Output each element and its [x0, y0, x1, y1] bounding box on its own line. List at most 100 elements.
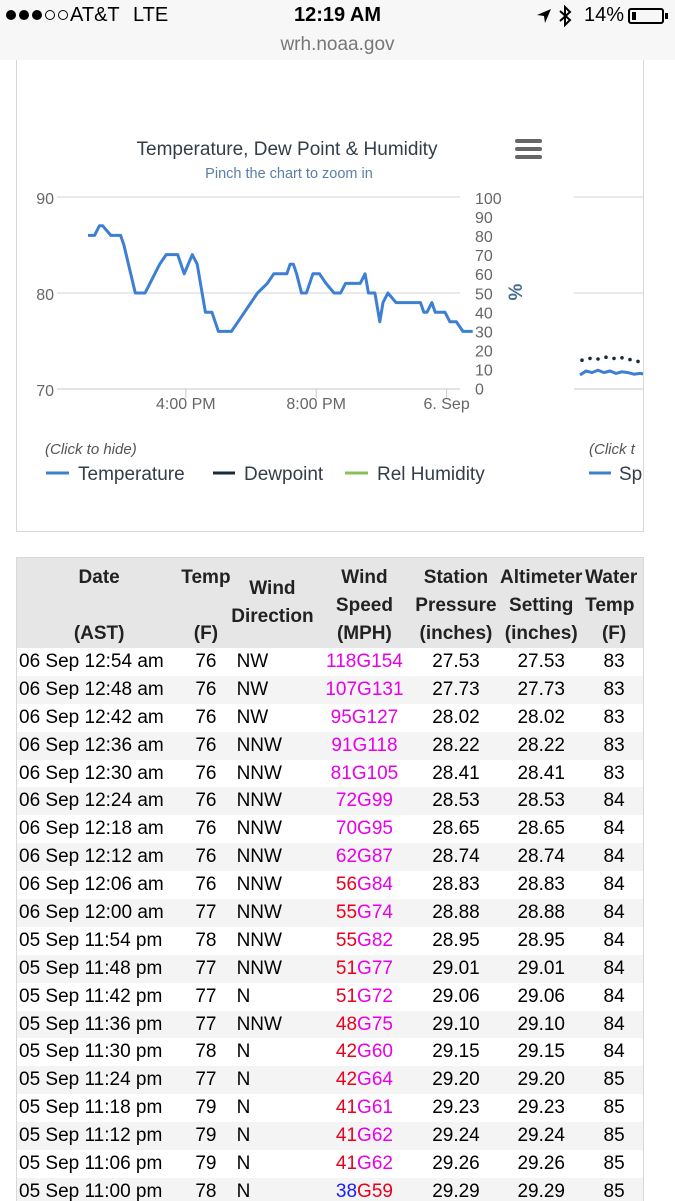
cell-temp: 76 — [195, 762, 217, 784]
chart-menu-icon[interactable] — [515, 139, 542, 159]
cell-date: 06 Sep 12:36 am — [17, 731, 182, 760]
cell-station-pressure: 28.02 — [432, 706, 480, 728]
cell-date: 05 Sep 11:18 pm — [19, 1097, 163, 1119]
right-chart-series-line — [579, 368, 643, 377]
table-row: 05 Sep 11:30 pm 78 N 42G60 29.15 29.15 84 — [17, 1038, 643, 1066]
cell-wind-speed: 42G64 — [314, 1066, 415, 1095]
wind-gust-value: G82 — [357, 929, 393, 951]
cell-wind-speed: 42G60 — [314, 1038, 414, 1066]
battery-percent: 14% — [584, 4, 625, 26]
y-left-tick-label: 80 — [36, 287, 54, 304]
temperature-chart: Temperature, Dew Point & Humidity Pinch … — [36, 139, 643, 485]
status-bar: AT&T LTE 12:19 AM 14% wrh.noaa.gov — [0, 0, 675, 60]
header-altimeter-setting: Altimeter Setting (inches) — [497, 558, 586, 648]
wind-speed-value: 51 — [335, 957, 358, 979]
table-row: 06 Sep 12:12 am 76 NNW 62G87 28.74 28.74 84 — [17, 843, 643, 872]
cell-wind-speed: 55G82 — [314, 927, 414, 955]
table-row: 06 Sep 12:36 am 76 NNW 91G118 28.22 28.22 83 — [17, 731, 643, 760]
cell-temp: 77 — [181, 899, 231, 927]
cell-altimeter-setting: 28.53 — [497, 787, 586, 816]
header-water-temp: Water Temp (F) — [585, 558, 643, 648]
cell-water-temp: 84 — [585, 899, 643, 927]
cell-water-temp: 84 — [603, 1041, 625, 1063]
cell-station-pressure: 28.22 — [414, 731, 498, 760]
chart-subtitle: Pinch the chart to zoom in — [205, 166, 373, 182]
cell-altimeter-setting: 29.15 — [517, 1041, 565, 1063]
cell-temp: 76 — [181, 675, 231, 704]
wind-gust-value: G99 — [357, 790, 393, 812]
dewpoint-dot — [588, 356, 592, 361]
wind-gust-value: G59 — [357, 1180, 393, 1201]
wind-speed-value: 38 — [335, 1180, 358, 1201]
cell-altimeter-setting: 29.20 — [497, 1066, 586, 1095]
cell-station-pressure: 29.29 — [414, 1177, 498, 1201]
legend-item-rel-humidity[interactable]: Rel Humidity — [345, 464, 485, 485]
table-row: 06 Sep 12:54 am 76 NW 118G154 27.53 27.53 83 — [17, 648, 643, 676]
cell-altimeter-setting: 28.65 — [517, 818, 565, 840]
cell-wind-direction: NNW — [230, 787, 315, 816]
chart-title: Temperature, Dew Point & Humidity — [137, 139, 438, 160]
temperature-series-line[interactable] — [88, 224, 473, 333]
cell-station-pressure: 27.53 — [432, 650, 480, 672]
cell-station-pressure: 28.88 — [414, 899, 498, 927]
wind-speed-value: 62 — [335, 846, 358, 868]
legend-hint-right: (Click t — [589, 441, 636, 458]
legend-item-temperature[interactable]: Temperature — [46, 464, 185, 485]
cell-water-temp: 85 — [603, 1097, 625, 1119]
cell-wind-speed: 118G154 — [314, 648, 414, 676]
cell-wind-speed: 55G74 — [314, 899, 415, 927]
cell-temp: 77 — [181, 954, 231, 983]
table-row: 06 Sep 12:42 am 76 NW 95G127 28.02 28.02 83 — [17, 704, 643, 732]
cell-wind-direction: NNW — [230, 899, 315, 927]
cell-station-pressure: 27.73 — [414, 675, 498, 704]
wind-gust-value: G87 — [357, 846, 393, 868]
y-right-tick-label: 20 — [475, 343, 493, 360]
y-right-tick-label: 0 — [475, 382, 484, 399]
cell-altimeter-setting: 29.23 — [517, 1097, 565, 1119]
legend-item-right-partial[interactable]: Sp — [589, 464, 642, 485]
table-row: 05 Sep 11:24 pm 77 N 42G64 29.20 29.20 85 — [17, 1066, 643, 1095]
dewpoint-dot — [628, 357, 632, 362]
cell-temp: 78 — [195, 1041, 217, 1063]
cell-wind-direction: NNW — [236, 874, 282, 896]
cell-wind-speed: 38G59 — [314, 1177, 415, 1201]
wind-speed-value: 42 — [335, 1069, 358, 1091]
legend-item-dewpoint[interactable]: Dewpoint — [213, 464, 324, 485]
cell-wind-speed: 51G72 — [314, 983, 414, 1011]
wind-speed-value: 55 — [335, 901, 358, 923]
cell-temp: 77 — [195, 985, 217, 1007]
wind-gust-value: G77 — [357, 957, 393, 979]
cell-date: 06 Sep 12:12 am — [17, 843, 182, 872]
observations-table-container[interactable]: Date (AST) Temp (F) Wind Direction Wind Spe… — [16, 557, 644, 1201]
table-row: 05 Sep 11:42 pm 77 N 51G72 29.06 29.06 84 — [17, 983, 643, 1011]
cell-date: 05 Sep 11:42 pm — [19, 985, 163, 1007]
header-wind-speed: Wind Speed (MPH) — [314, 558, 415, 648]
cell-station-pressure: 29.20 — [414, 1066, 498, 1095]
cell-date: 06 Sep 12:42 am — [19, 706, 164, 728]
cell-wind-speed: 41G62 — [314, 1122, 415, 1151]
battery-tip — [665, 13, 668, 19]
legend-label-right-partial: Sp — [619, 464, 642, 485]
table-row: 05 Sep 11:12 pm 79 N 41G62 29.24 29.24 85 — [17, 1122, 643, 1151]
x-tick-label: 8:00 PM — [286, 396, 346, 413]
url-bar[interactable]: wrh.noaa.gov — [280, 34, 395, 55]
cell-date: 05 Sep 11:12 pm — [17, 1122, 182, 1151]
cell-temp: 76 — [181, 787, 231, 816]
table-row: 06 Sep 12:00 am 77 NNW 55G74 28.88 28.88 84 — [17, 899, 643, 927]
cell-date: 05 Sep 11:30 pm — [19, 1041, 163, 1063]
clock-time: 12:19 AM — [293, 4, 382, 26]
cell-wind-direction: N — [236, 1152, 251, 1174]
wind-gust-value: G118 — [352, 734, 398, 756]
cell-altimeter-setting: 28.83 — [517, 874, 565, 896]
cell-wind-speed: 81G105 — [314, 760, 414, 788]
cell-wind-direction: NNW — [236, 929, 282, 951]
wind-gust-value: G61 — [357, 1097, 393, 1119]
wind-gust-value: G131 — [357, 678, 404, 700]
right-chart-dewpoint-dots — [580, 355, 640, 364]
wind-speed-value: 48 — [335, 1013, 358, 1035]
cell-wind-direction: NW — [230, 675, 315, 704]
cell-wind-direction: N — [230, 1122, 315, 1151]
cell-wind-speed: 72G99 — [314, 787, 415, 816]
wind-gust-value: G60 — [357, 1041, 393, 1063]
cell-date: 06 Sep 12:48 am — [17, 675, 182, 704]
